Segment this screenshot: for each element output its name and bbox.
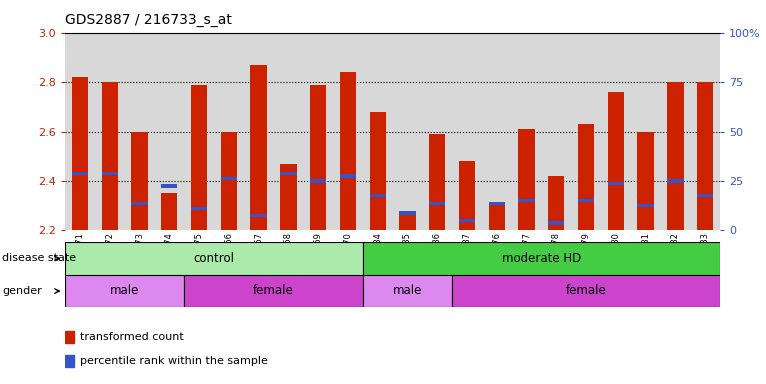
Bar: [422, 33, 452, 230]
Bar: [250, 65, 267, 230]
Text: female: female: [566, 285, 607, 297]
Bar: [607, 92, 624, 230]
Bar: [214, 33, 244, 230]
Bar: [250, 214, 267, 217]
Bar: [102, 172, 118, 175]
Bar: [340, 72, 356, 230]
Bar: [660, 33, 690, 230]
Bar: [102, 82, 118, 230]
Bar: [578, 124, 594, 230]
Bar: [72, 77, 88, 230]
Bar: [65, 242, 363, 275]
Bar: [667, 82, 683, 230]
Bar: [452, 33, 482, 230]
Bar: [601, 33, 630, 230]
Bar: [363, 275, 452, 307]
Bar: [155, 33, 184, 230]
Bar: [244, 33, 273, 230]
Bar: [280, 164, 296, 230]
Bar: [392, 33, 422, 230]
Bar: [333, 33, 363, 230]
Bar: [369, 112, 386, 230]
Bar: [221, 132, 237, 230]
Text: GDS2887 / 216733_s_at: GDS2887 / 216733_s_at: [65, 13, 232, 27]
Bar: [542, 33, 571, 230]
Bar: [65, 33, 95, 230]
Bar: [399, 213, 416, 230]
Bar: [548, 176, 565, 230]
Bar: [429, 134, 445, 230]
Text: transformed count: transformed count: [80, 332, 184, 342]
Bar: [571, 33, 601, 230]
Bar: [340, 174, 356, 178]
Bar: [519, 199, 535, 202]
Bar: [65, 355, 74, 367]
Bar: [369, 194, 386, 197]
Text: control: control: [194, 252, 234, 265]
Bar: [637, 204, 654, 207]
Text: male: male: [110, 285, 139, 297]
Bar: [65, 331, 74, 343]
Text: male: male: [393, 285, 422, 297]
Bar: [310, 179, 326, 182]
Bar: [429, 202, 445, 205]
Bar: [161, 193, 178, 230]
Bar: [607, 182, 624, 185]
Text: percentile rank within the sample: percentile rank within the sample: [80, 356, 268, 366]
Text: female: female: [253, 285, 294, 297]
Bar: [191, 207, 208, 210]
Bar: [125, 33, 155, 230]
Bar: [131, 202, 148, 205]
Text: moderate HD: moderate HD: [502, 252, 581, 265]
Bar: [697, 82, 713, 230]
Bar: [459, 219, 475, 222]
Bar: [489, 203, 505, 230]
Bar: [65, 275, 184, 307]
Bar: [697, 194, 713, 197]
Bar: [667, 179, 683, 182]
Bar: [95, 33, 125, 230]
Bar: [548, 222, 565, 225]
Bar: [363, 33, 392, 230]
Text: disease state: disease state: [2, 253, 77, 263]
Bar: [273, 33, 303, 230]
Bar: [363, 242, 720, 275]
Bar: [303, 33, 333, 230]
Bar: [191, 84, 208, 230]
Bar: [131, 132, 148, 230]
Text: gender: gender: [2, 286, 42, 296]
Bar: [512, 33, 542, 230]
Bar: [399, 212, 416, 215]
Bar: [184, 33, 214, 230]
Bar: [637, 132, 654, 230]
Bar: [578, 199, 594, 202]
Bar: [630, 33, 660, 230]
Bar: [452, 275, 720, 307]
Bar: [519, 129, 535, 230]
Bar: [310, 84, 326, 230]
Bar: [161, 184, 178, 187]
Bar: [459, 161, 475, 230]
Bar: [489, 202, 505, 205]
Bar: [184, 275, 363, 307]
Bar: [72, 172, 88, 175]
Bar: [221, 177, 237, 180]
Bar: [280, 172, 296, 175]
Bar: [482, 33, 512, 230]
Bar: [690, 33, 720, 230]
